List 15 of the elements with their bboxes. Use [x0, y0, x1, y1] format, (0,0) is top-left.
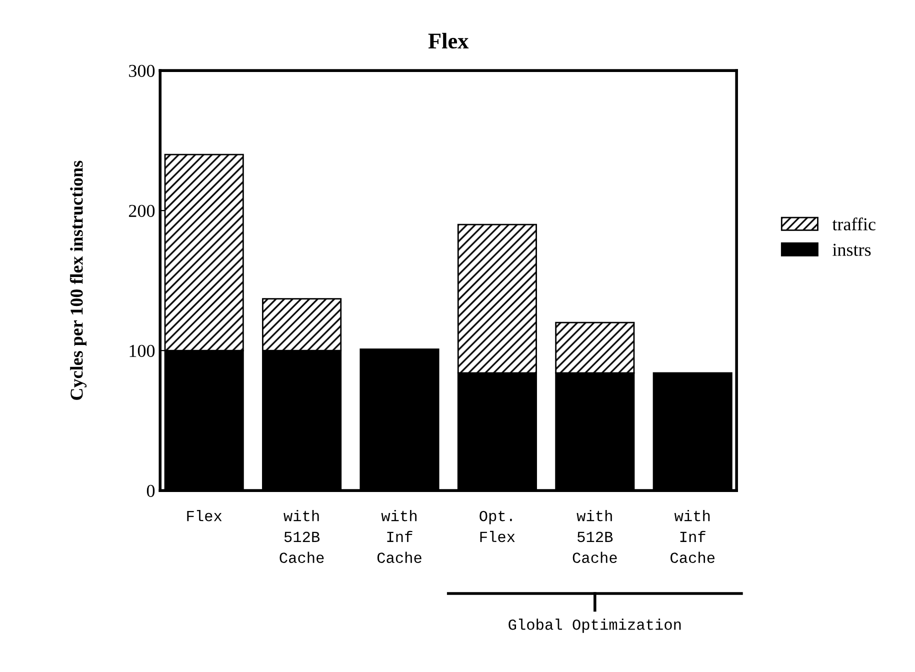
y-tick-label: 200 — [128, 204, 155, 217]
text: Global Optimization — [508, 618, 681, 633]
x-tick-label: Flex — [187, 510, 222, 522]
legend-label: traffic — [832, 217, 876, 230]
x-tick-label: with Inf Cache — [377, 510, 422, 563]
x-tick-label: with Inf Cache — [670, 510, 715, 563]
x-tick-label: with 512B Cache — [280, 510, 324, 563]
legend-label: instrs — [832, 244, 871, 256]
y-tick-label: 100 — [130, 344, 155, 357]
y-axis-title: Cycles per 100 flex instructions — [70, 160, 87, 400]
y-tick-label: 300 — [129, 64, 155, 77]
x-tick-label: Opt. Flex — [480, 510, 515, 542]
x-tick-label: with 512B Cache — [572, 510, 617, 563]
chart-title: Flex — [428, 32, 469, 49]
y-tick-label: 0 — [146, 484, 155, 497]
